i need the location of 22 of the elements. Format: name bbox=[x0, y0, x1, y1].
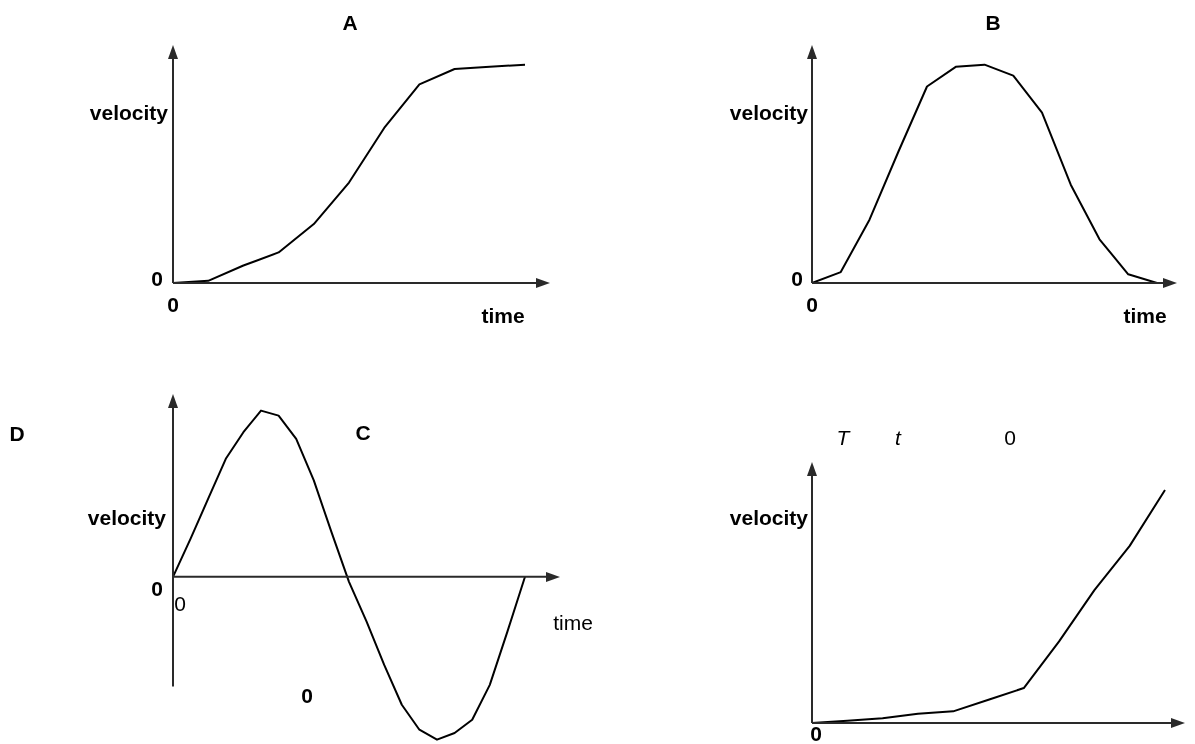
chart-title: A bbox=[342, 10, 358, 34]
y-axis-title: velocity bbox=[87, 505, 166, 529]
text: 0 bbox=[167, 292, 179, 316]
x-axis-title: time bbox=[1123, 303, 1167, 327]
text: 0 bbox=[151, 576, 163, 600]
annotation: 0 bbox=[301, 683, 313, 707]
y-axis-title: velocity bbox=[89, 100, 168, 124]
y-axis-title: velocity bbox=[729, 505, 808, 529]
x-axis-title: time bbox=[481, 303, 525, 327]
chart-title: B bbox=[985, 10, 1001, 34]
annotation: 0 bbox=[174, 591, 186, 615]
x-axis-title: time bbox=[553, 610, 593, 634]
text: 0 bbox=[151, 266, 163, 290]
text: 0 bbox=[1004, 425, 1016, 449]
text: t bbox=[895, 425, 901, 449]
annotation: 0 bbox=[810, 721, 822, 744]
text: D bbox=[9, 421, 25, 445]
text: 0 bbox=[791, 266, 803, 290]
text: 0 bbox=[806, 292, 818, 316]
y-axis-title: velocity bbox=[729, 100, 808, 124]
text: C bbox=[355, 420, 371, 444]
text: T bbox=[836, 425, 850, 449]
